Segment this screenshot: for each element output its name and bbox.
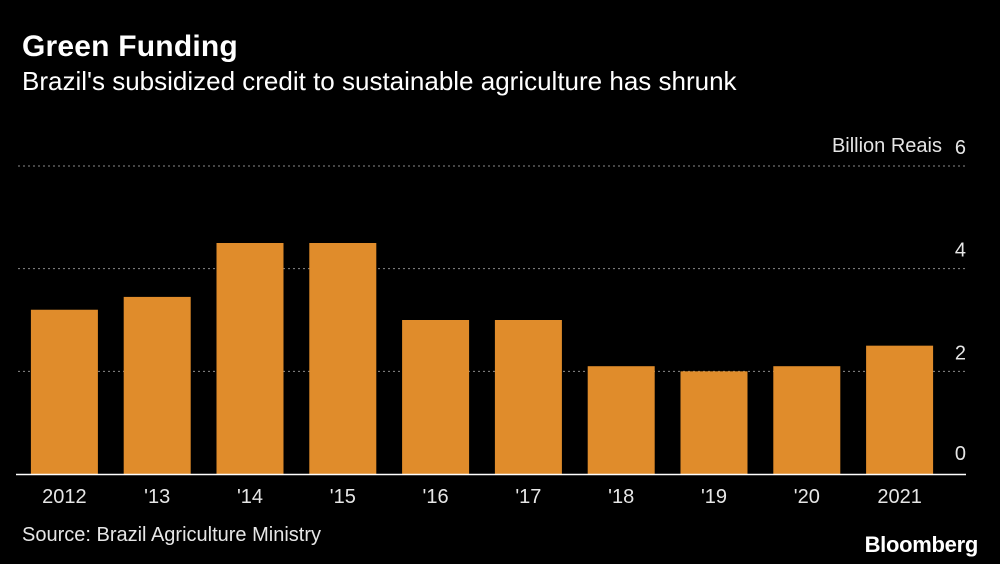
- bar-7: [680, 371, 748, 474]
- bar-6: [587, 366, 655, 474]
- source-note: Source: Brazil Agriculture Ministry: [22, 524, 321, 546]
- bar-3: [309, 243, 377, 474]
- y-axis-label: Billion Reais: [832, 135, 942, 157]
- x-tick-label: '14: [237, 486, 263, 508]
- bar-4: [402, 320, 470, 474]
- x-tick-label: '13: [144, 486, 170, 508]
- axis-layer: 0 2 4 6 Billion Reais 2012 '13 '14 '15 '16 '17 '18 '…: [16, 135, 966, 508]
- y-tick-label: 4: [955, 240, 966, 262]
- x-tick-label: '19: [701, 486, 727, 508]
- x-tick-label: '18: [608, 486, 634, 508]
- bar-5: [494, 320, 562, 474]
- x-tick-label: 2021: [877, 486, 922, 508]
- y-tick-label: 2: [955, 342, 966, 364]
- y-tick-label: 6: [955, 137, 966, 159]
- x-tick-label: '20: [794, 486, 820, 508]
- y-tick-label: 0: [955, 443, 966, 465]
- x-tick-label: '16: [423, 486, 449, 508]
- bar-2: [216, 243, 284, 474]
- chart-title: Green Funding: [22, 30, 238, 63]
- bar-8: [773, 366, 841, 474]
- bar-0: [30, 309, 98, 474]
- bloomberg-logo: Bloomberg: [864, 532, 979, 557]
- x-tick-label: '15: [330, 486, 356, 508]
- x-tick-label: '17: [515, 486, 541, 508]
- x-tick-label: 2012: [42, 486, 87, 508]
- bar-1: [123, 296, 191, 474]
- bar-9: [866, 345, 934, 474]
- chart-subtitle: Brazil's subsidized credit to sustainabl…: [22, 66, 737, 96]
- bar-layer: [30, 243, 934, 474]
